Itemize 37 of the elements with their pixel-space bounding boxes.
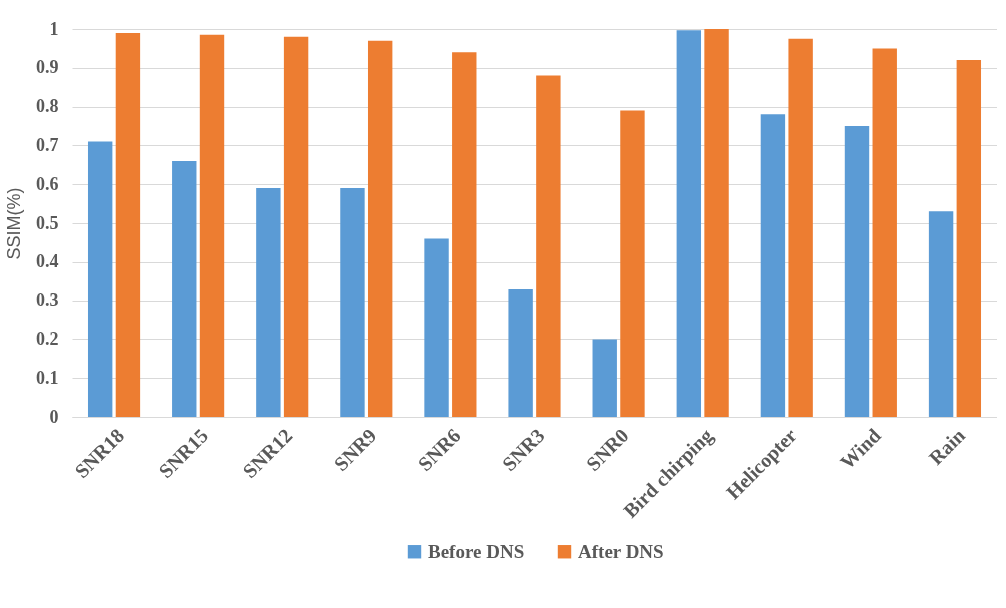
y-tick-label: 0.6 [36,173,59,194]
y-tick-label: 0.8 [36,96,59,117]
bar [283,36,309,417]
bar [172,160,197,417]
bar [956,60,982,417]
bar [788,38,813,417]
x-tick-label: Rain [924,424,970,469]
bar [508,288,533,417]
y-tick-label: 0.9 [36,57,59,78]
y-tick-label: 0.4 [36,251,59,272]
legend-label: After DNS [578,540,664,562]
y-tick-label: 0.5 [36,212,59,233]
bar [115,32,141,417]
bar [676,30,702,417]
bar [340,188,365,417]
y-axis-title: SSIM(%) [4,187,24,260]
bar [536,75,561,417]
y-tick-label: 0.3 [36,290,59,311]
legend-label: Before DNS [428,540,525,562]
bar [928,211,954,417]
y-tick-label: 0 [49,406,59,427]
bar [704,29,729,417]
bar [424,238,449,417]
bar [87,141,113,417]
bar [367,40,393,417]
bar [452,52,477,417]
bar [199,34,225,417]
bar [844,126,870,417]
bar [872,48,897,417]
y-tick-label: 0.2 [36,328,59,349]
y-tick-label: 0.7 [36,134,59,155]
y-tick-label: 1 [49,18,59,39]
bar [592,339,617,417]
bar [620,110,645,417]
bar [760,114,786,417]
bar [256,188,281,417]
y-tick-label: 0.1 [36,367,59,388]
